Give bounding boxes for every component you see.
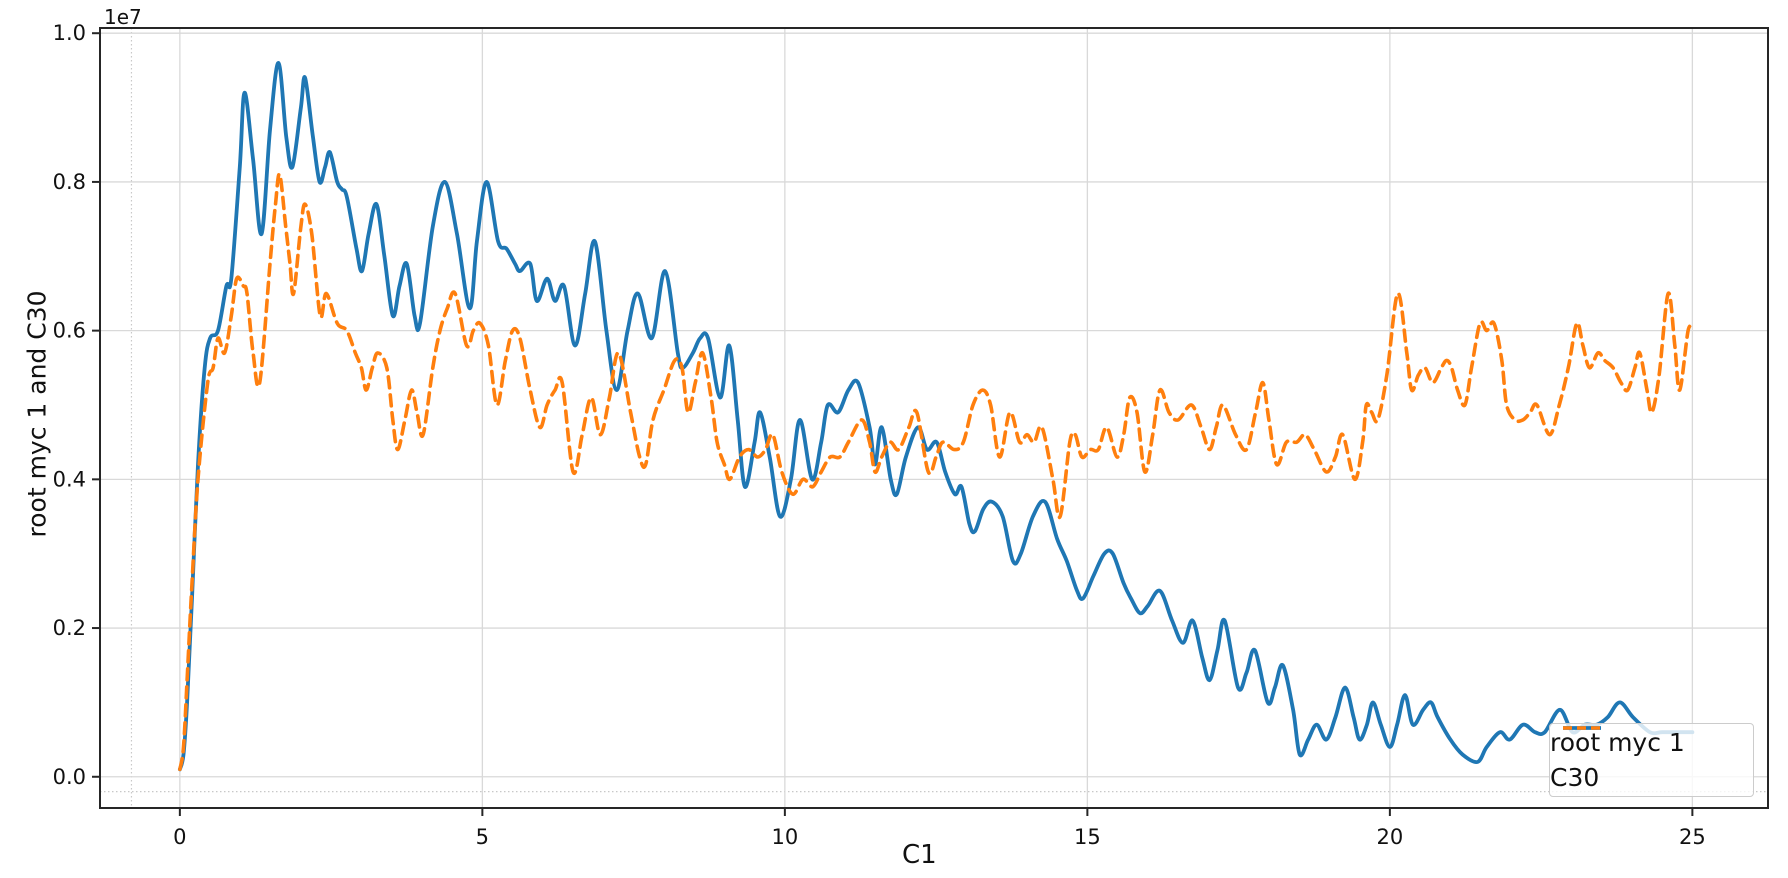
series-line-root-myc-1 bbox=[177, 60, 1695, 772]
legend-entry-c30: C30 bbox=[1550, 726, 1753, 793]
series-line-c30 bbox=[178, 172, 1695, 772]
y-tick-label: 0.6 bbox=[53, 319, 86, 343]
y-tick-label: 1.0 bbox=[53, 21, 86, 45]
x-tick-label: 20 bbox=[1377, 825, 1404, 849]
y-tick-label: 0.4 bbox=[53, 467, 86, 491]
legend-label: C30 bbox=[1550, 763, 1600, 792]
x-axis-label: C1 bbox=[902, 840, 937, 870]
x-tick-label: 25 bbox=[1679, 825, 1706, 849]
y-tick-label: 0.2 bbox=[53, 616, 86, 640]
x-tick-label: 0 bbox=[173, 825, 186, 849]
y-tick-label: 0.8 bbox=[53, 170, 86, 194]
axes-frame bbox=[99, 27, 1769, 809]
legend-line-sample-dashed bbox=[1563, 726, 1601, 730]
y-axis-label: root myc 1 and C30 bbox=[22, 290, 52, 538]
y-axis-offset-text: 1e7 bbox=[104, 5, 142, 29]
x-tick-label: 5 bbox=[476, 825, 489, 849]
x-tick-label: 10 bbox=[771, 825, 798, 849]
x-tick-label: 15 bbox=[1074, 825, 1101, 849]
legend: root myc 1 C30 bbox=[1549, 723, 1754, 797]
y-tick-label: 0.0 bbox=[53, 765, 86, 789]
legend-label: root myc 1 bbox=[1550, 728, 1685, 757]
